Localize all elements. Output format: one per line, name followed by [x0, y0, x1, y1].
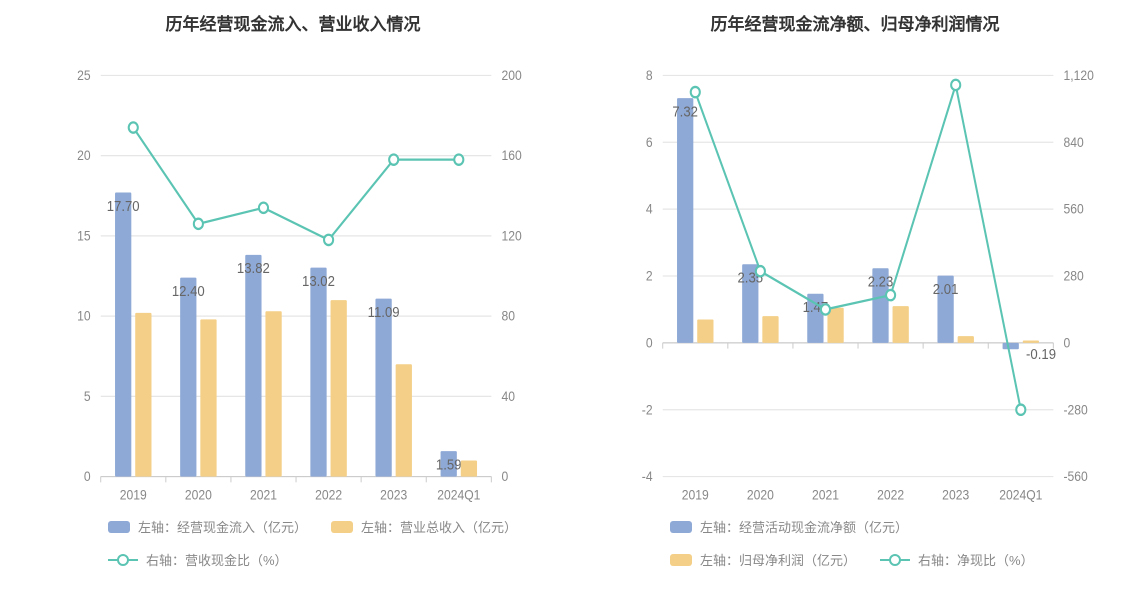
svg-text:1.59: 1.59 — [436, 456, 462, 473]
svg-text:-560: -560 — [1063, 468, 1087, 484]
swatch-bar2 — [331, 521, 353, 533]
svg-text:13.02: 13.02 — [302, 272, 335, 289]
svg-text:2.01: 2.01 — [933, 280, 959, 297]
svg-text:2019: 2019 — [682, 487, 709, 503]
swatch-bar1 — [670, 521, 692, 533]
svg-text:0: 0 — [84, 468, 91, 484]
legend-item-bar2: 左轴：营业总收入（亿元） — [331, 517, 517, 536]
svg-text:0: 0 — [1063, 335, 1070, 351]
svg-text:2022: 2022 — [315, 487, 342, 503]
left-legend: 左轴：经营现金流入（亿元） 左轴：营业总收入（亿元） 右轴：营收现金比（%） — [40, 511, 546, 569]
svg-text:6: 6 — [646, 134, 653, 150]
legend-label: 左轴：经营现金流入（亿元） — [138, 517, 307, 536]
svg-text:-2: -2 — [642, 402, 653, 418]
legend-item-bar1: 左轴：经营活动现金流净额（亿元） — [670, 517, 908, 536]
svg-text:17.70: 17.70 — [107, 197, 140, 214]
svg-text:12.40: 12.40 — [172, 282, 205, 299]
svg-text:2022: 2022 — [877, 487, 904, 503]
svg-text:280: 280 — [1063, 268, 1083, 284]
legend-label: 右轴：营收现金比（%） — [146, 550, 288, 569]
legend-label: 左轴：归母净利润（亿元） — [700, 550, 856, 569]
left-chart-title: 历年经营现金流入、营业收入情况 — [40, 10, 546, 35]
svg-text:10: 10 — [77, 308, 91, 324]
right-chart-title: 历年经营现金流净额、归母净利润情况 — [602, 10, 1108, 35]
svg-text:2019: 2019 — [120, 487, 147, 503]
legend-label: 左轴：经营活动现金流净额（亿元） — [700, 517, 908, 536]
swatch-line — [880, 553, 910, 567]
svg-text:-0.19: -0.19 — [1026, 345, 1056, 362]
legend-item-bar2: 左轴：归母净利润（亿元） — [670, 550, 856, 569]
svg-text:840: 840 — [1063, 134, 1083, 150]
svg-text:25: 25 — [77, 67, 91, 83]
right-chart-svg: -4 -2 0 2 4 6 8 -560 -280 0 280 560 840 1,120 7.32 2019… — [602, 41, 1108, 511]
svg-text:2024Q1: 2024Q1 — [437, 487, 480, 503]
left-panel: 历年经营现金流入、营业收入情况 0 5 10 15 20 25 0 40 80 120 160 200… — [40, 10, 546, 569]
svg-text:1,120: 1,120 — [1063, 67, 1093, 83]
swatch-bar1 — [108, 521, 130, 533]
svg-text:2024Q1: 2024Q1 — [999, 487, 1042, 503]
svg-text:0: 0 — [646, 335, 653, 351]
svg-text:2020: 2020 — [747, 487, 774, 503]
svg-text:4: 4 — [646, 201, 653, 217]
svg-text:2023: 2023 — [942, 487, 969, 503]
svg-text:7.32: 7.32 — [672, 103, 698, 120]
svg-text:200: 200 — [501, 67, 521, 83]
svg-text:2021: 2021 — [250, 487, 277, 503]
svg-text:15: 15 — [77, 228, 91, 244]
svg-text:20: 20 — [77, 147, 91, 163]
svg-text:11.09: 11.09 — [368, 303, 400, 320]
svg-text:13.82: 13.82 — [237, 259, 270, 276]
svg-text:5: 5 — [84, 388, 91, 404]
svg-text:560: 560 — [1063, 201, 1083, 217]
svg-text:2020: 2020 — [185, 487, 212, 503]
legend-item-bar1: 左轴：经营现金流入（亿元） — [108, 517, 307, 536]
left-chart-area: 0 5 10 15 20 25 0 40 80 120 160 200 17.70 2019 12.40 20… — [40, 41, 546, 511]
svg-text:-4: -4 — [642, 468, 653, 484]
right-legend: 左轴：经营活动现金流净额（亿元） 左轴：归母净利润（亿元） 右轴：净现比（%） — [602, 511, 1108, 569]
svg-text:2: 2 — [646, 268, 653, 284]
swatch-line — [108, 553, 138, 567]
left-chart-svg: 0 5 10 15 20 25 0 40 80 120 160 200 17.70 2019 12.40 20… — [40, 41, 546, 511]
svg-text:2.23: 2.23 — [868, 273, 894, 290]
svg-text:-280: -280 — [1063, 402, 1087, 418]
legend-label: 右轴：净现比（%） — [918, 550, 1034, 569]
svg-text:8: 8 — [646, 67, 653, 83]
legend-label: 左轴：营业总收入（亿元） — [361, 517, 517, 536]
svg-text:160: 160 — [501, 147, 521, 163]
svg-text:2021: 2021 — [812, 487, 839, 503]
swatch-bar2 — [670, 554, 692, 566]
right-chart-area: -4 -2 0 2 4 6 8 -560 -280 0 280 560 840 1,120 7.32 2019… — [602, 41, 1108, 511]
charts-container: 历年经营现金流入、营业收入情况 051015202504080120160200… — [0, 0, 1148, 589]
svg-text:0: 0 — [501, 468, 508, 484]
svg-text:80: 80 — [501, 308, 515, 324]
right-panel: 历年经营现金流净额、归母净利润情况 -4 -2 0 2 4 6 8 -560 -280 0 280 5… — [602, 10, 1108, 569]
svg-text:2023: 2023 — [380, 487, 407, 503]
svg-text:120: 120 — [501, 228, 521, 244]
legend-item-line: 右轴：营收现金比（%） — [108, 550, 288, 569]
legend-item-line: 右轴：净现比（%） — [880, 550, 1034, 569]
svg-text:40: 40 — [501, 388, 515, 404]
